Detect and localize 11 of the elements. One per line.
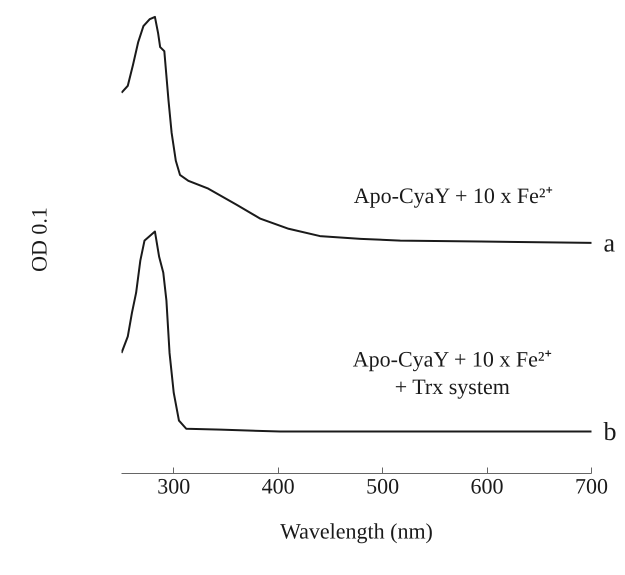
x-tick-label: 500: [366, 474, 400, 498]
series-label: a: [604, 228, 616, 258]
x-axis-title: Wavelength (nm): [280, 518, 433, 544]
x-tick-label: 400: [262, 474, 295, 498]
annotation: Apo-CyaY + 10 x Fe²⁺ + Trx system: [352, 346, 552, 399]
y-axis-title: OD 0.1: [26, 207, 52, 272]
x-tick-label: 600: [470, 474, 504, 498]
x-tick-label: 300: [157, 474, 190, 498]
series-label: b: [604, 416, 616, 446]
x-tick-label: 700: [575, 474, 608, 498]
annotation: Apo-CyaY + 10 x Fe²⁺: [354, 183, 552, 208]
